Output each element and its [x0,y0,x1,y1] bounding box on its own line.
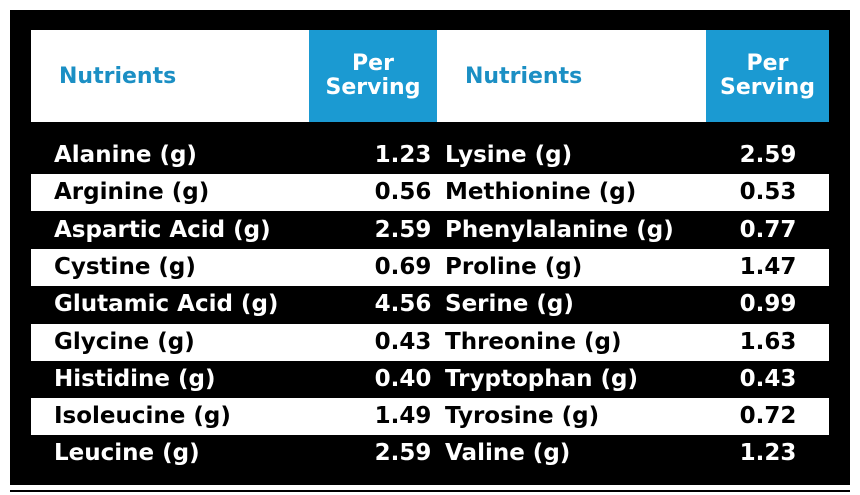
table-row: Isoleucine (g) 1.49 Tyrosine (g) 0.72 [31,398,829,436]
nutrient-cell: Tryptophan (g) [445,365,638,392]
nutrient-cell: Leucine (g) [54,440,200,467]
nutrient-cell: Valine (g) [445,440,571,467]
nutrient-cell: Aspartic Acid (g) [54,216,271,243]
nutrient-cell: Cystine (g) [54,253,196,280]
header-cell: Per Serving [706,30,829,122]
table-row: Cystine (g) 0.69 Proline (g) 1.47 [31,248,829,286]
nutrient-cell: Alanine (g) [54,142,197,168]
nutrient-cell: Lysine (g) [445,142,573,168]
bottom-rule [10,490,850,492]
nutrient-cell: Isoleucine (g) [54,403,231,430]
value-cell: 2.59 [374,440,432,467]
table-row: Arginine (g) 0.56 Methionine (g) 0.53 [31,174,829,212]
table-row: Aspartic Acid (g) 2.59 Phenylalanine (g) 0.… [31,212,829,249]
header-cell: Nutrients [31,30,309,122]
nutrient-cell: Arginine (g) [54,179,210,206]
value-cell: 0.43 [739,365,797,392]
value-cell: 1.23 [739,440,797,467]
value-cell: 0.72 [739,403,797,430]
nutrient-cell: Phenylalanine (g) [445,216,674,243]
value-cell: 0.56 [374,179,432,206]
table-row: Leucine (g) 2.59 Valine (g) 1.23 [31,435,829,472]
nutrient-cell: Methionine (g) [445,179,637,206]
nutrient-cell: Tyrosine (g) [445,403,600,430]
value-cell: 1.47 [739,253,797,280]
header-cell: Nutrients [437,30,706,122]
value-cell: 0.69 [374,253,432,280]
header-cell: Per Serving [309,30,437,122]
value-cell: 0.40 [374,365,432,392]
value-cell: 1.63 [739,328,797,355]
nutrient-cell: Glycine (g) [54,328,195,355]
value-cell: 1.23 [374,142,432,168]
nutrient-cell: Histidine (g) [54,365,216,392]
nutrient-cell: Proline (g) [445,253,583,280]
value-cell: 2.59 [739,142,797,168]
value-cell: 0.53 [739,179,797,206]
value-cell: 2.59 [374,216,432,243]
table-row: Alanine (g) 1.23 Lysine (g) 2.59 [31,137,829,174]
value-cell: 4.56 [374,291,432,318]
nutrient-cell: Threonine (g) [445,328,622,355]
nutrient-cell: Serine (g) [445,291,574,318]
value-cell: 1.49 [374,403,432,430]
table-row: Glycine (g) 0.43 Threonine (g) 1.63 [31,323,829,361]
value-cell: 0.99 [739,291,797,318]
nutrient-cell: Glutamic Acid (g) [54,291,279,318]
value-cell: 0.43 [374,328,432,355]
value-cell: 0.77 [739,216,797,243]
table-row: Glutamic Acid (g) 4.56 Serine (g) 0.99 [31,286,829,323]
table-row: Histidine (g) 0.40 Tryptophan (g) 0.43 [31,361,829,398]
